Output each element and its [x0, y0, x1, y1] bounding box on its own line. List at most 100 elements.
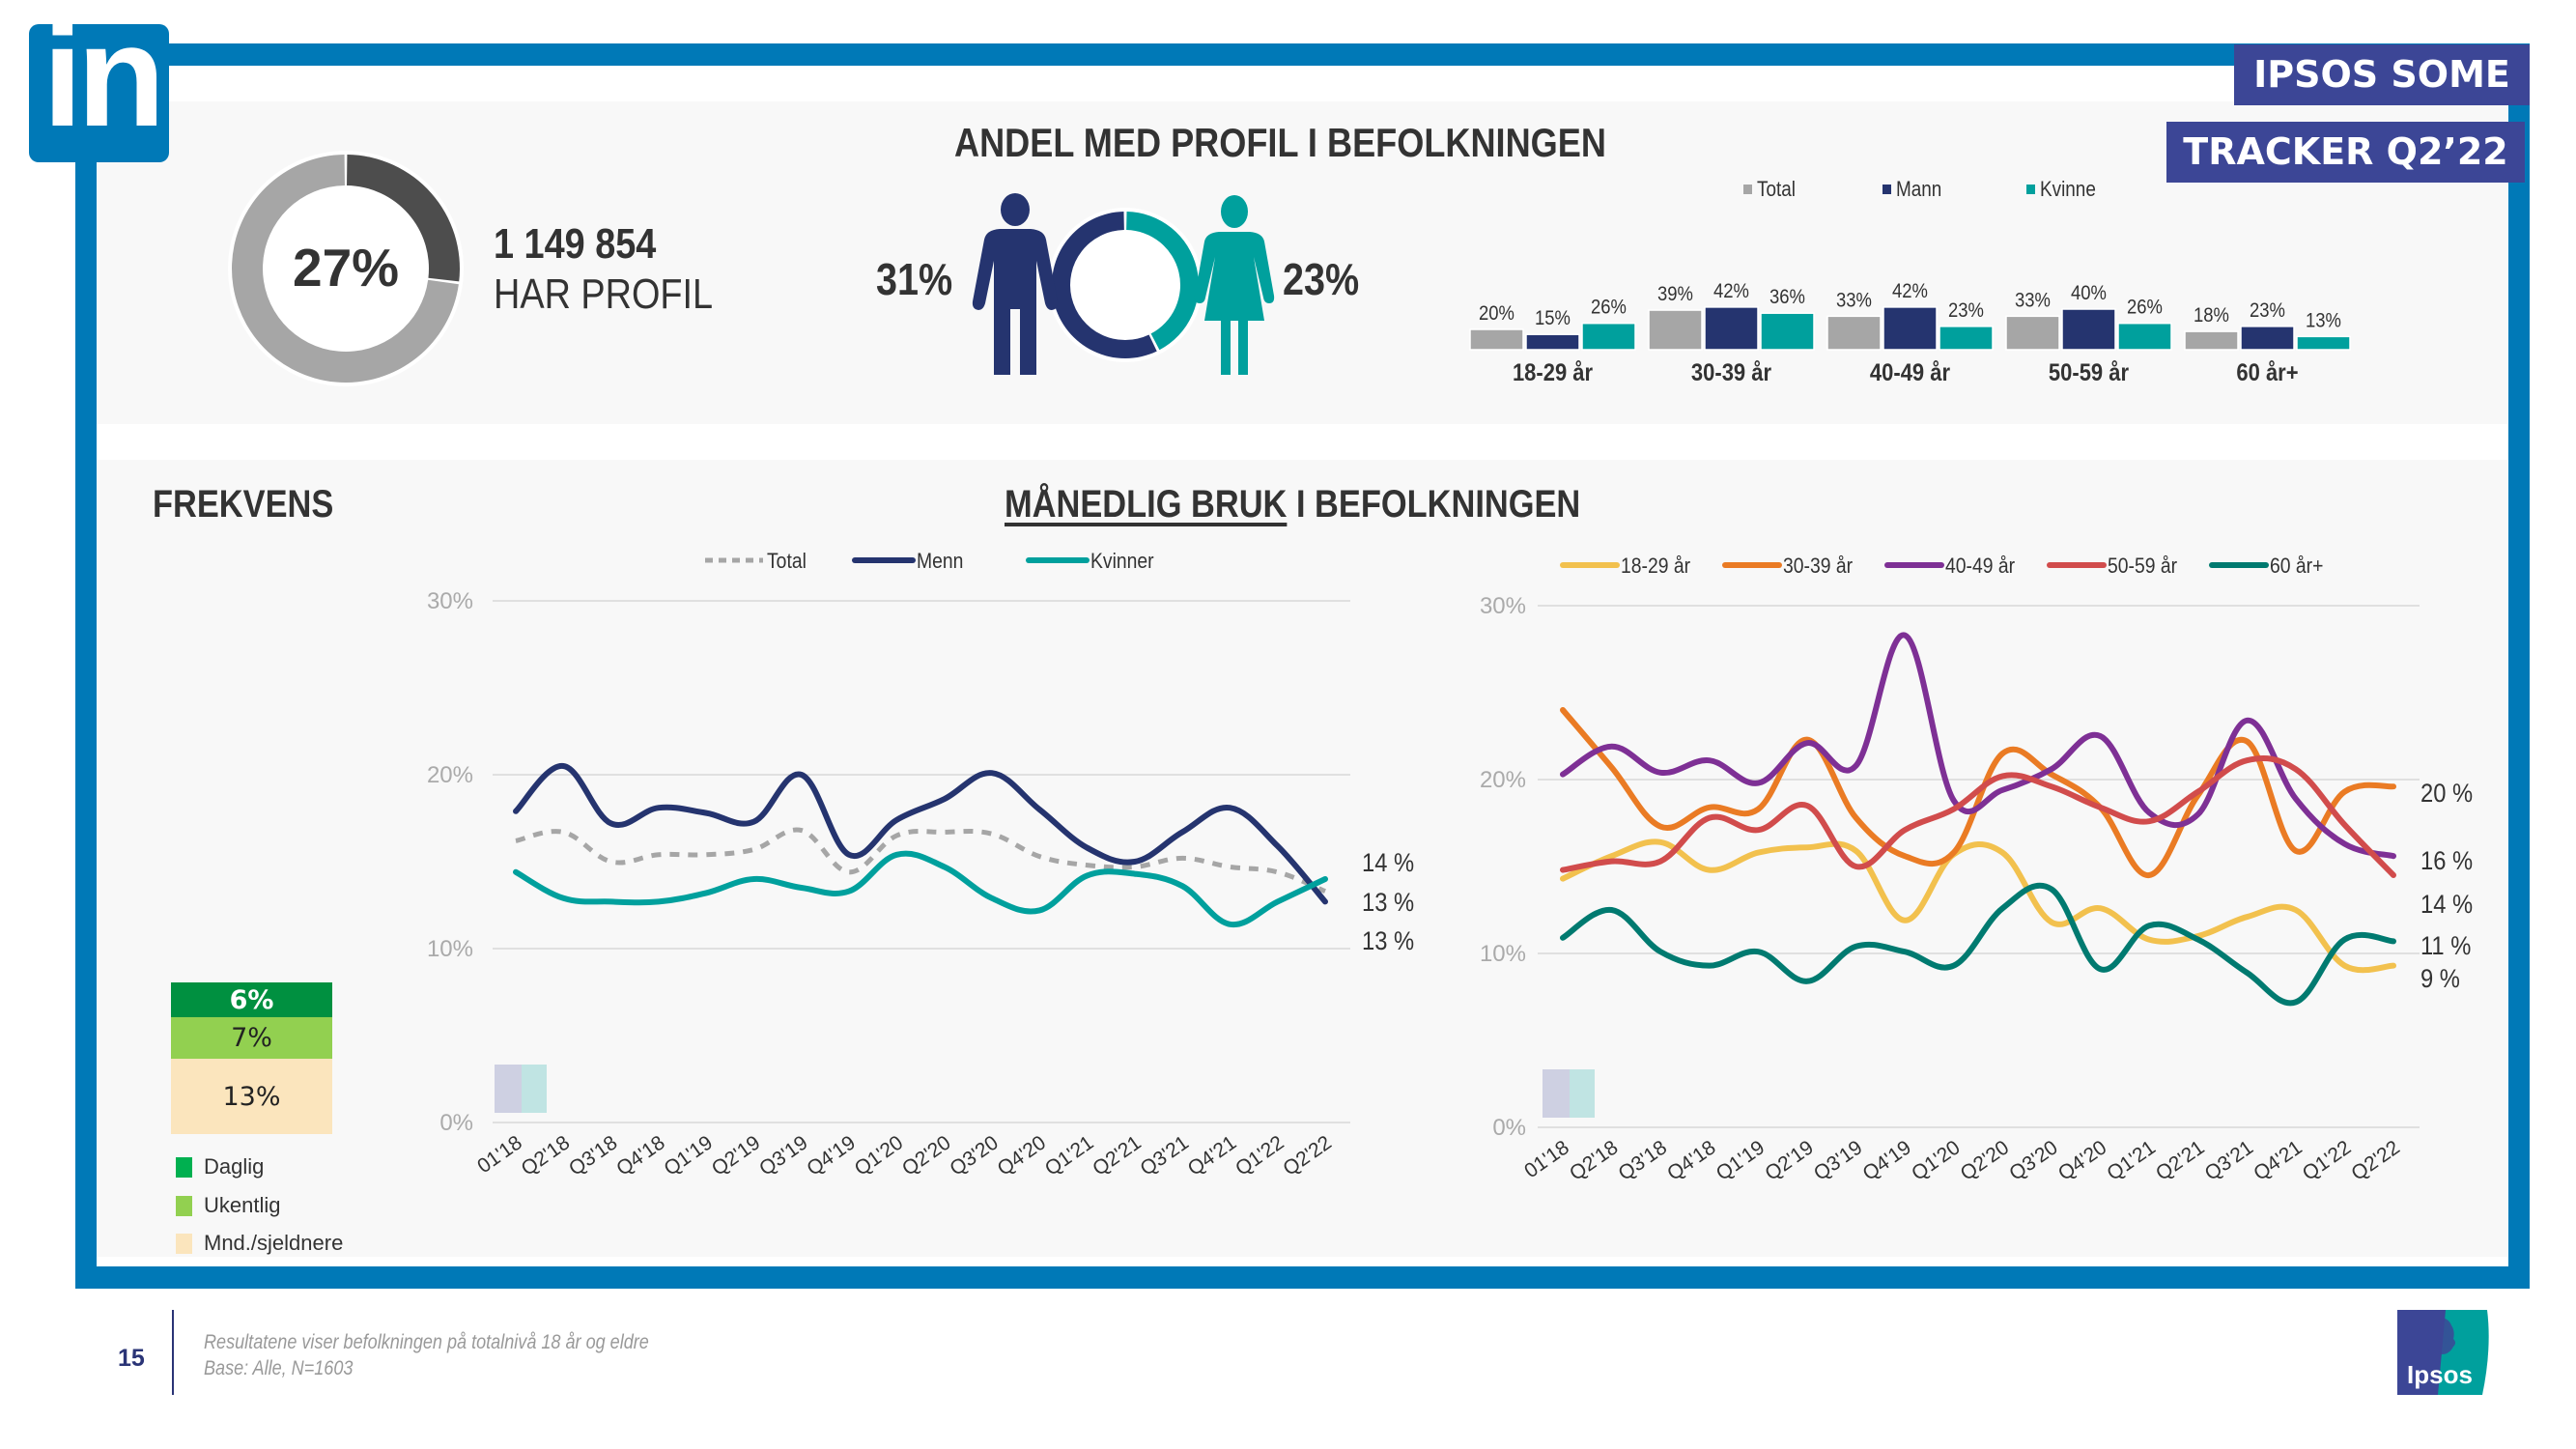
- frekvens-title-text: FREKVENS: [153, 483, 334, 526]
- kvinne-pct-text: 23%: [1283, 254, 1360, 304]
- age-bar: [2005, 315, 2060, 351]
- age-bar: [1882, 306, 1938, 351]
- legend-label-mnd: Mnd./sjeldnere: [204, 1231, 344, 1255]
- freq-legend-ukentlig: Ukentlig: [176, 1193, 280, 1218]
- monthly-title-rest: I BEFOLKNINGEN: [1287, 483, 1581, 526]
- footer-note-2: Base: Alle, N=1603: [204, 1357, 378, 1380]
- legend-swatch-mann: [1882, 185, 1891, 194]
- y-tick-label: 10%: [1480, 941, 1526, 967]
- age-bar-label: 33%: [2015, 289, 2051, 311]
- legend-label-mann: Mann: [1896, 177, 1942, 201]
- y-tick-label: 30%: [427, 588, 473, 614]
- age-bar: [1469, 328, 1524, 351]
- x-tick-label: Q3'21: [2201, 1136, 2258, 1185]
- frame-right: [2508, 43, 2530, 1289]
- end-value-label: 13 %: [1362, 927, 1414, 956]
- legend-label: 18-29 år: [1621, 554, 1690, 578]
- end-value-label: 13 %: [1362, 889, 1414, 918]
- legend-label: 30-39 år: [1783, 554, 1853, 578]
- footer-note-1-text: Resultatene viser befolkningen på totaln…: [204, 1331, 649, 1353]
- age-bar-label: 42%: [1713, 280, 1749, 302]
- x-tick-label: Q4'18: [1663, 1136, 1720, 1185]
- bottom-panel: [97, 460, 2507, 1257]
- age-bar: [2184, 330, 2239, 351]
- age-bar: [1826, 315, 1882, 351]
- y-tick-label: 30%: [1480, 593, 1526, 619]
- age-bars-legend-mann: Mann: [1882, 177, 1949, 202]
- profile-count: 1 149 854: [494, 220, 683, 269]
- series-line-menn: [513, 763, 1328, 905]
- ipsos-watermark-icon: [495, 1065, 547, 1113]
- legend-swatch-daglig: [176, 1156, 192, 1178]
- freq-segment-ukentlig: 7%: [171, 1017, 332, 1059]
- age-bar-label: 36%: [1769, 286, 1805, 308]
- legend-item: 60 år+: [2209, 554, 2323, 578]
- footer-note-1: Resultatene viser befolkningen på totaln…: [204, 1331, 722, 1354]
- age-bar: [2240, 326, 2295, 351]
- legend-label: Total: [767, 550, 807, 573]
- end-value-label: 9 %: [2420, 965, 2460, 994]
- x-tick-label: Q1'20: [1908, 1136, 1965, 1185]
- age-bars-svg: 20% 15% 26% 18-29 år 39% 42% 36% 30-39 år 33% 42%…: [1469, 280, 2351, 386]
- legend-label: 60 år+: [2270, 554, 2323, 578]
- y-tick-label: 0%: [439, 1110, 473, 1136]
- age-bar: [1704, 306, 1759, 351]
- tag-ipsos-some: IPSOS SOME: [2234, 44, 2530, 105]
- frame-top: [97, 43, 2530, 66]
- frekvens-title: FREKVENS: [153, 483, 363, 526]
- age-bar-label: 15%: [1535, 307, 1571, 329]
- tag-tracker-text: TRACKER Q2’22: [2183, 130, 2508, 173]
- x-tick-label: Q3'18: [1614, 1136, 1671, 1185]
- profile-title-text: ANDEL MED PROFIL I BEFOLKNINGEN: [954, 120, 1606, 165]
- gender-donut-mann: [1052, 212, 1157, 358]
- x-tick-label: Q1'22: [2299, 1136, 2356, 1185]
- legend-item: 40-49 år: [1884, 554, 2015, 578]
- top-panel: [97, 101, 2507, 424]
- linkedin-logo-text: in: [42, 0, 165, 156]
- profile-title: ANDEL MED PROFIL I BEFOLKNINGEN: [954, 120, 1713, 166]
- legend-item: Kvinner: [1026, 550, 1154, 573]
- x-tick-label: Q3'20: [2005, 1136, 2062, 1185]
- y-tick-label: 20%: [427, 762, 473, 788]
- y-tick-label: 10%: [427, 936, 473, 962]
- age-bar: [1525, 333, 1580, 351]
- series-line-total: [515, 827, 1326, 894]
- ipsos-watermark-icon: [1543, 1069, 1595, 1118]
- frame-left: [75, 97, 97, 1289]
- y-tick-label: 0%: [1492, 1115, 1526, 1141]
- legend-item: 50-59 år: [2047, 554, 2177, 578]
- x-tick-label: Q1'21: [2103, 1136, 2160, 1185]
- profile-count-label-text: HAR PROFIL: [494, 270, 714, 318]
- end-value-label: 14 %: [2420, 891, 2473, 920]
- age-bar-label: 18%: [2194, 304, 2229, 327]
- age-bar: [2117, 322, 2172, 351]
- footer-note-2-text: Base: Alle, N=1603: [204, 1357, 354, 1379]
- x-tick-label: Q4'19: [1858, 1136, 1915, 1185]
- legend-swatch-mnd: [176, 1233, 192, 1254]
- legend-item: 30-39 år: [1722, 554, 1853, 578]
- legend-swatch-total: [1743, 185, 1752, 194]
- monthly-title-underlined: MÅNEDLIG BRUK: [1005, 483, 1288, 526]
- age-group-label: 18-29 år: [1513, 359, 1593, 386]
- x-tick-label: Q4'21: [2250, 1136, 2307, 1185]
- age-bars-legend-total: Total: [1743, 177, 1801, 202]
- monthly-title: MÅNEDLIG BRUK I BEFOLKNINGEN: [1005, 483, 1674, 526]
- end-value-label: 20 %: [2420, 780, 2473, 809]
- legend-item: Total: [705, 550, 807, 573]
- freq-legend-daglig: Daglig: [176, 1154, 264, 1179]
- footer-divider: [172, 1310, 174, 1395]
- age-bar: [1760, 312, 1815, 351]
- man-figure-icon: [972, 193, 1059, 375]
- age-bar-label: 26%: [2127, 297, 2163, 319]
- legend-swatch-kvinne: [2026, 185, 2035, 194]
- legend-label-kvinne: Kvinne: [2040, 177, 2096, 201]
- age-bar: [1581, 322, 1636, 351]
- legend-label: 50-59 år: [2108, 554, 2177, 578]
- legend-label: Kvinner: [1090, 550, 1154, 573]
- age-group-label: 40-49 år: [1870, 359, 1950, 386]
- series-line-18-29-r: [1560, 838, 2396, 974]
- x-tick-label: Q2'19: [1761, 1136, 1818, 1185]
- age-bar-label: 42%: [1892, 280, 1928, 302]
- gender-donut-kvinne: [1126, 212, 1199, 351]
